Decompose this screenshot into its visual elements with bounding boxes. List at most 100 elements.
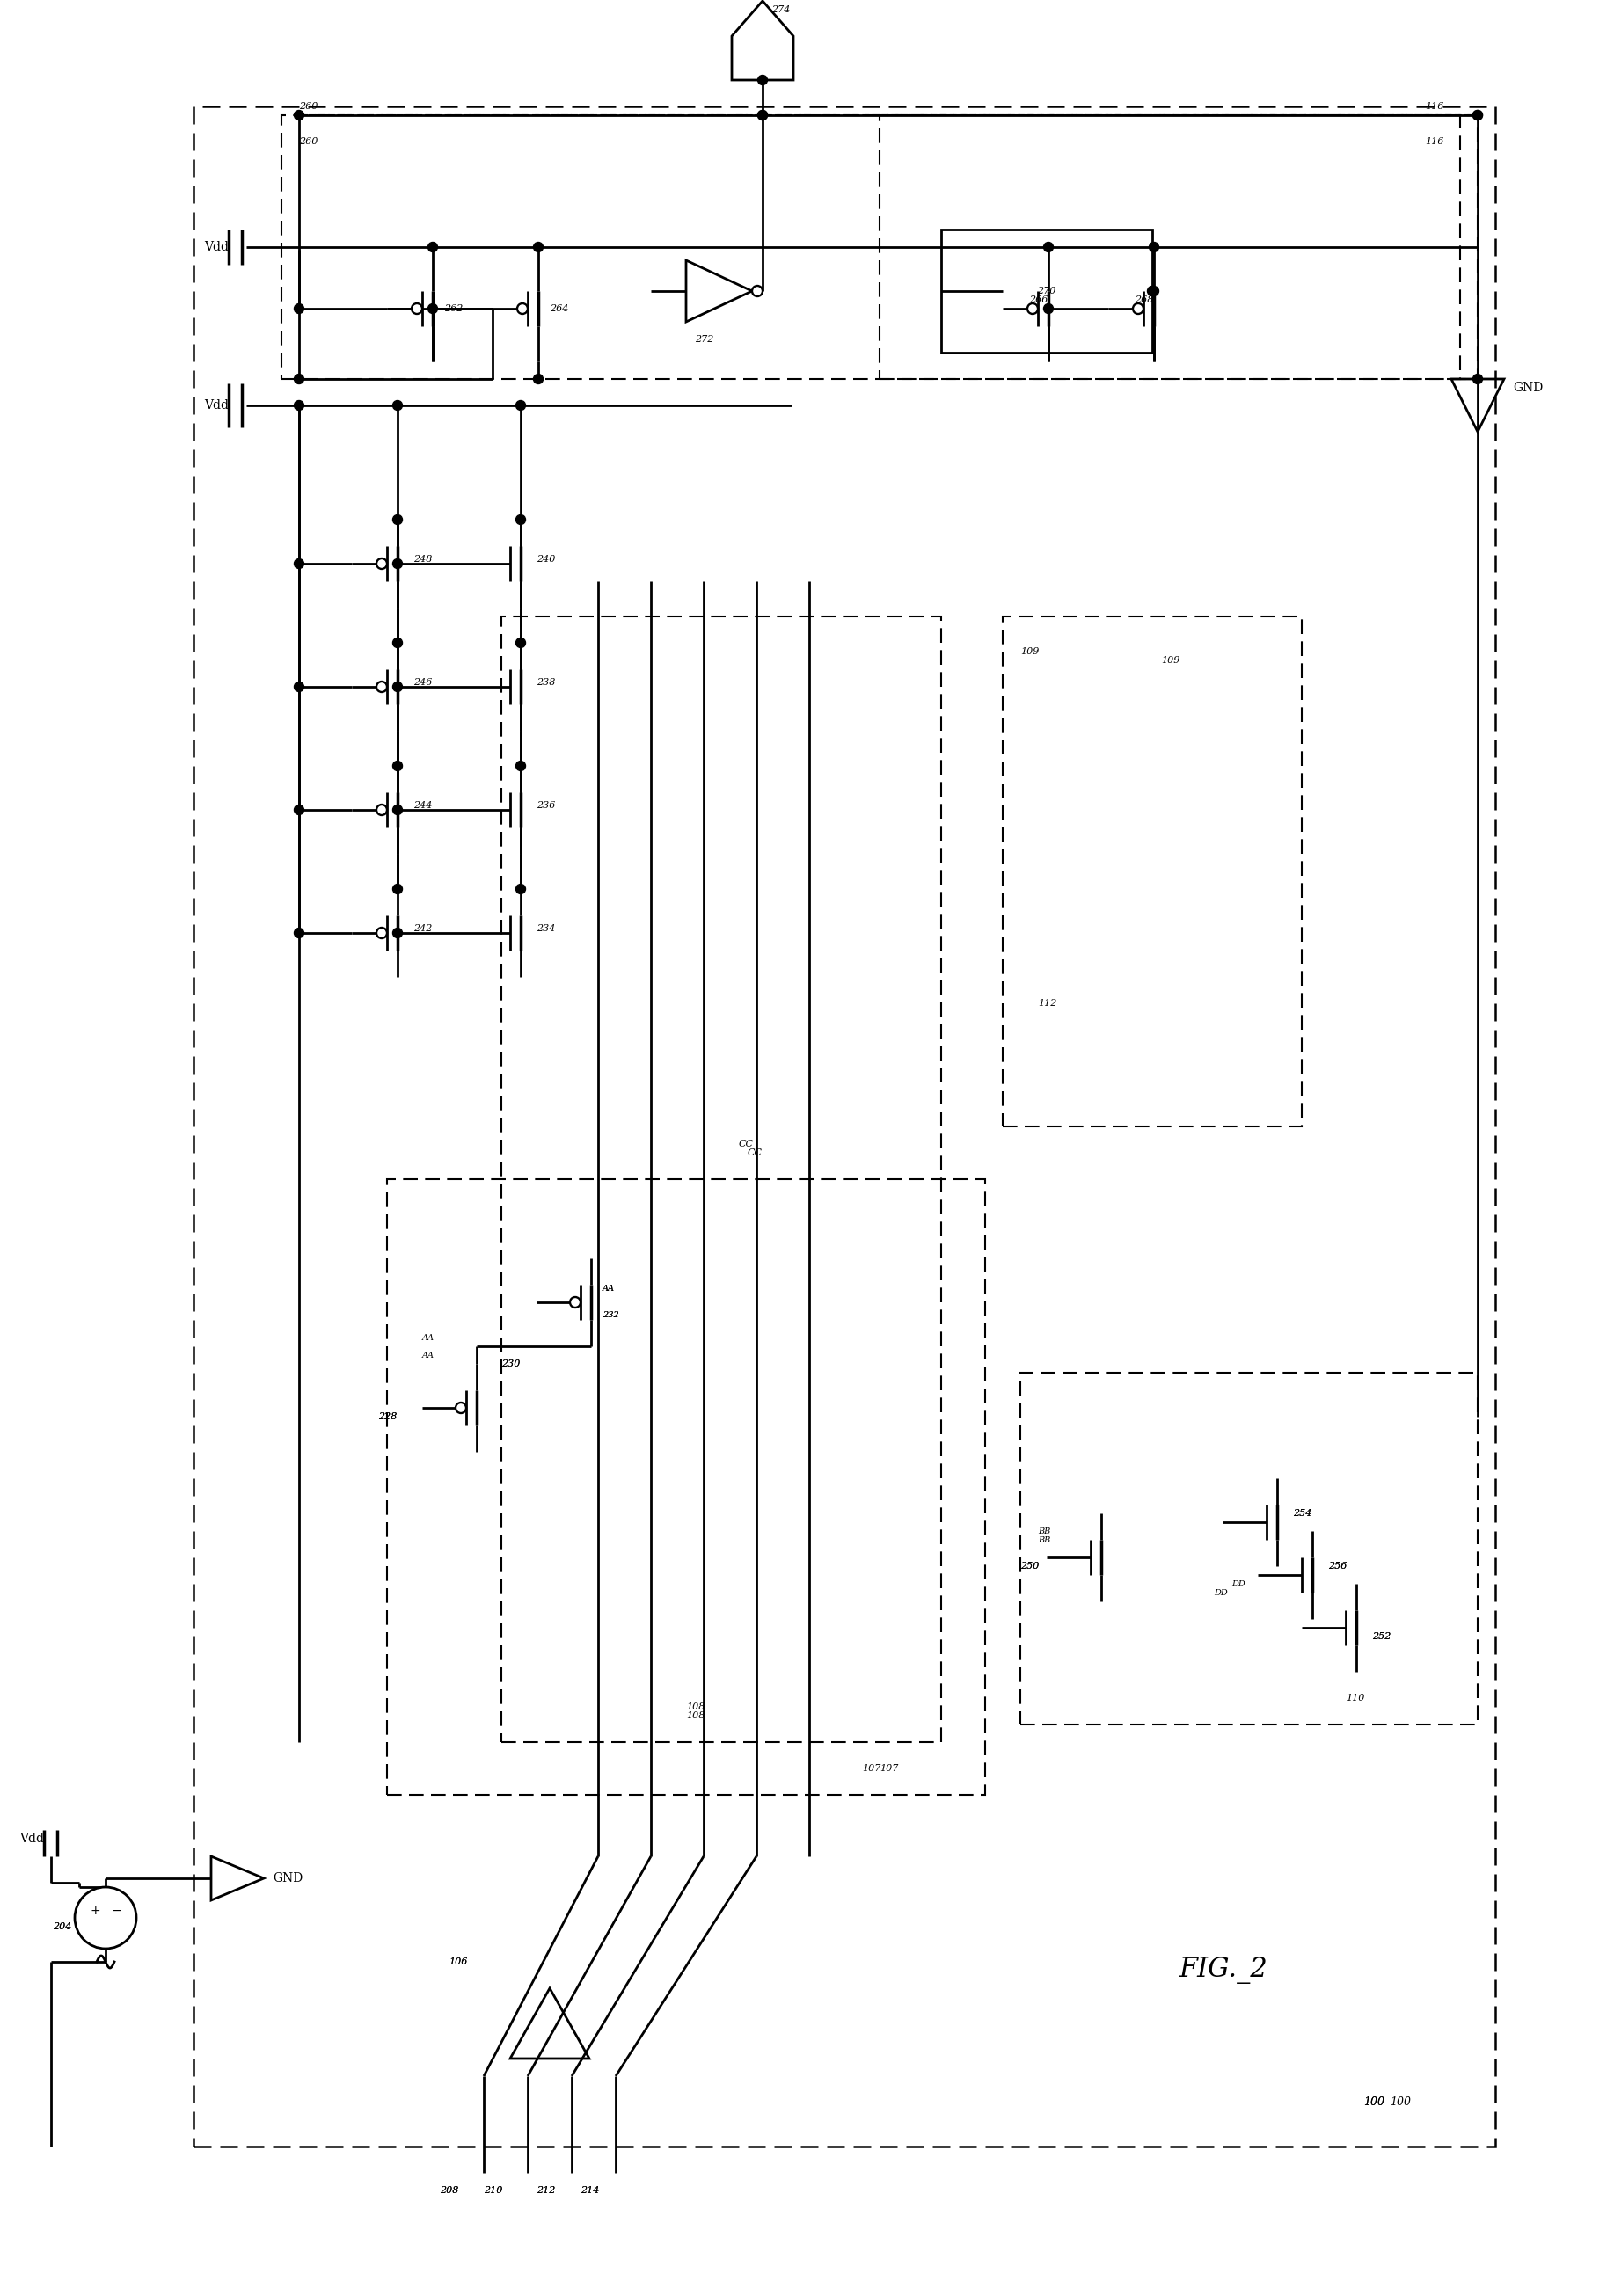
Text: 100: 100	[1390, 2096, 1411, 2108]
Text: 240: 240	[536, 556, 555, 563]
Text: 242: 242	[413, 925, 433, 932]
Text: 106: 106	[449, 1958, 468, 1965]
Text: 230: 230	[502, 1359, 520, 1368]
Text: 262: 262	[444, 305, 463, 312]
Text: Vdd: Vdd	[19, 1832, 44, 1846]
Text: DD: DD	[1214, 1589, 1228, 1596]
Text: 266: 266	[1030, 296, 1047, 305]
Circle shape	[1474, 110, 1483, 119]
Text: 248: 248	[413, 556, 433, 563]
Text: 260: 260	[299, 101, 318, 110]
Text: 214: 214	[581, 2186, 599, 2195]
Text: 264: 264	[550, 305, 568, 312]
Text: 244: 244	[413, 801, 433, 810]
Circle shape	[570, 1297, 581, 1309]
Circle shape	[428, 303, 437, 315]
Text: 116: 116	[1425, 138, 1443, 147]
Circle shape	[516, 638, 526, 647]
Text: 252: 252	[1372, 1632, 1391, 1642]
Circle shape	[516, 303, 528, 315]
Text: 228: 228	[378, 1412, 397, 1421]
Text: AA: AA	[423, 1334, 434, 1341]
Text: 274: 274	[771, 5, 791, 14]
Circle shape	[516, 514, 526, 523]
Circle shape	[392, 760, 402, 771]
Circle shape	[1149, 243, 1159, 253]
Text: 256: 256	[1328, 1561, 1348, 1570]
Text: AA: AA	[602, 1286, 615, 1293]
Circle shape	[516, 760, 526, 771]
Text: 212: 212	[536, 2186, 555, 2195]
Text: −: −	[111, 1906, 121, 1917]
Circle shape	[1044, 243, 1054, 253]
Circle shape	[757, 110, 767, 119]
Circle shape	[294, 374, 303, 383]
Circle shape	[294, 110, 303, 119]
Circle shape	[1133, 303, 1143, 315]
Text: 108: 108	[686, 1711, 705, 1720]
Text: 204: 204	[53, 1922, 71, 1931]
Circle shape	[752, 285, 762, 296]
Circle shape	[294, 928, 303, 937]
Circle shape	[74, 1887, 136, 1949]
Text: 109: 109	[1020, 647, 1039, 657]
Text: 232: 232	[602, 1311, 620, 1320]
Text: 236: 236	[536, 801, 555, 810]
Circle shape	[294, 682, 303, 691]
Circle shape	[294, 806, 303, 815]
Circle shape	[534, 243, 544, 253]
Circle shape	[376, 558, 387, 569]
Circle shape	[392, 558, 402, 569]
Text: 110: 110	[1346, 1694, 1364, 1701]
Text: 212: 212	[536, 2186, 555, 2195]
Text: BB: BB	[1038, 1527, 1051, 1536]
Text: 234: 234	[536, 925, 555, 932]
Text: 254: 254	[1293, 1508, 1312, 1518]
Text: 208: 208	[439, 2186, 458, 2195]
Circle shape	[376, 682, 387, 691]
Text: +: +	[90, 1906, 100, 1917]
Text: BB: BB	[1038, 1536, 1051, 1543]
Circle shape	[455, 1403, 466, 1412]
Circle shape	[1148, 287, 1157, 296]
Circle shape	[294, 558, 303, 569]
Circle shape	[757, 110, 767, 119]
Circle shape	[516, 884, 526, 893]
Circle shape	[534, 374, 544, 383]
Text: 252: 252	[1372, 1632, 1391, 1642]
Text: 250: 250	[1020, 1561, 1039, 1570]
Circle shape	[412, 303, 423, 315]
Text: 268: 268	[1135, 296, 1154, 305]
Circle shape	[1028, 303, 1038, 315]
Circle shape	[392, 884, 402, 893]
Text: 210: 210	[484, 2186, 502, 2195]
Text: 232: 232	[602, 1311, 620, 1320]
Circle shape	[1474, 110, 1483, 119]
Text: 116: 116	[1425, 101, 1443, 110]
Text: 112: 112	[1038, 999, 1057, 1008]
Text: 214: 214	[581, 2186, 599, 2195]
Text: 260: 260	[299, 138, 318, 147]
Circle shape	[294, 303, 303, 315]
Text: 106: 106	[449, 1958, 468, 1965]
Circle shape	[1149, 287, 1159, 296]
Circle shape	[428, 243, 437, 253]
Text: 107: 107	[862, 1763, 881, 1773]
Text: DD: DD	[1231, 1580, 1246, 1587]
Text: FIG._2: FIG._2	[1178, 1956, 1267, 1984]
Text: 108: 108	[686, 1701, 705, 1711]
Circle shape	[392, 928, 402, 937]
Text: CC: CC	[739, 1139, 754, 1148]
Circle shape	[376, 804, 387, 815]
Text: CC: CC	[747, 1148, 762, 1157]
Text: 210: 210	[484, 2186, 502, 2195]
Text: 230: 230	[502, 1359, 520, 1368]
Text: 208: 208	[439, 2186, 458, 2195]
Circle shape	[1044, 303, 1054, 315]
Circle shape	[1474, 374, 1483, 383]
Circle shape	[392, 806, 402, 815]
Circle shape	[516, 400, 526, 411]
Text: GND: GND	[1512, 381, 1543, 395]
Text: AA: AA	[423, 1350, 434, 1359]
Circle shape	[392, 400, 402, 411]
